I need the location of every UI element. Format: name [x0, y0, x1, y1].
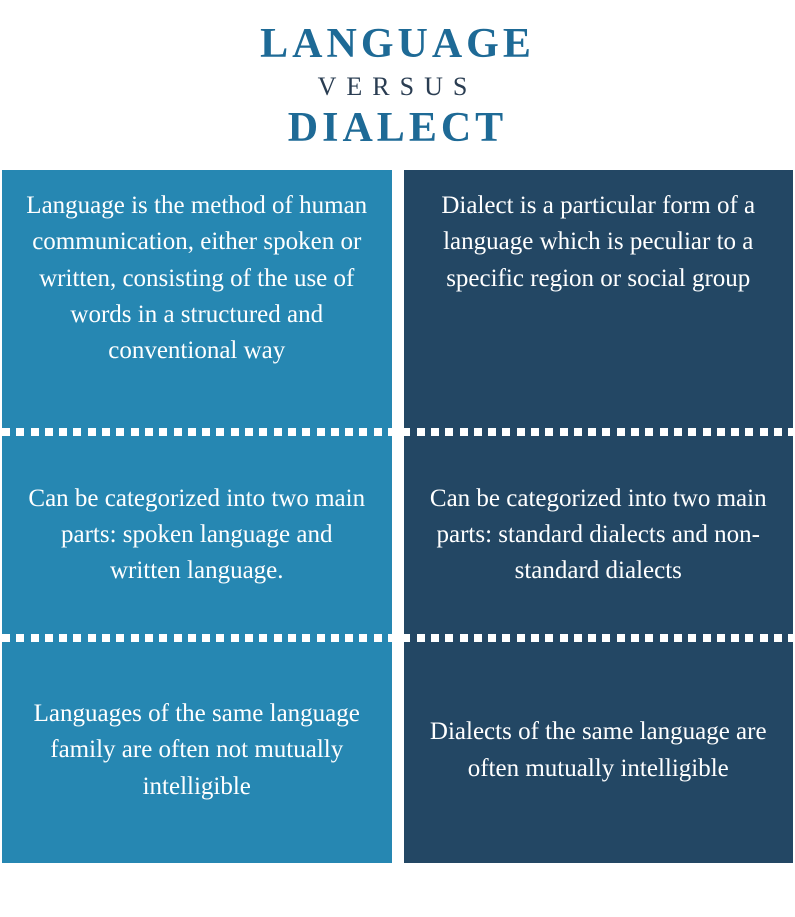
header: LANGUAGE VERSUS DIALECT: [0, 0, 795, 170]
attribution: Pediaa.com: [650, 877, 773, 907]
versus-label: VERSUS: [0, 72, 795, 102]
cell-dialect-categories: Can be categorized into two main parts: …: [404, 432, 794, 638]
cell-dialect-definition: Dialect is a particular form of a langua…: [404, 170, 794, 432]
cell-language-categories: Can be categorized into two main parts: …: [2, 432, 392, 638]
title-language: LANGUAGE: [0, 20, 795, 68]
cell-language-definition: Language is the method of human communic…: [2, 170, 392, 432]
comparison-grid: Language is the method of human communic…: [0, 170, 795, 863]
cell-dialect-intelligible: Dialects of the same language are often …: [404, 638, 794, 863]
cell-language-intelligible: Languages of the same language family ar…: [2, 638, 392, 863]
title-dialect: DIALECT: [0, 104, 795, 152]
